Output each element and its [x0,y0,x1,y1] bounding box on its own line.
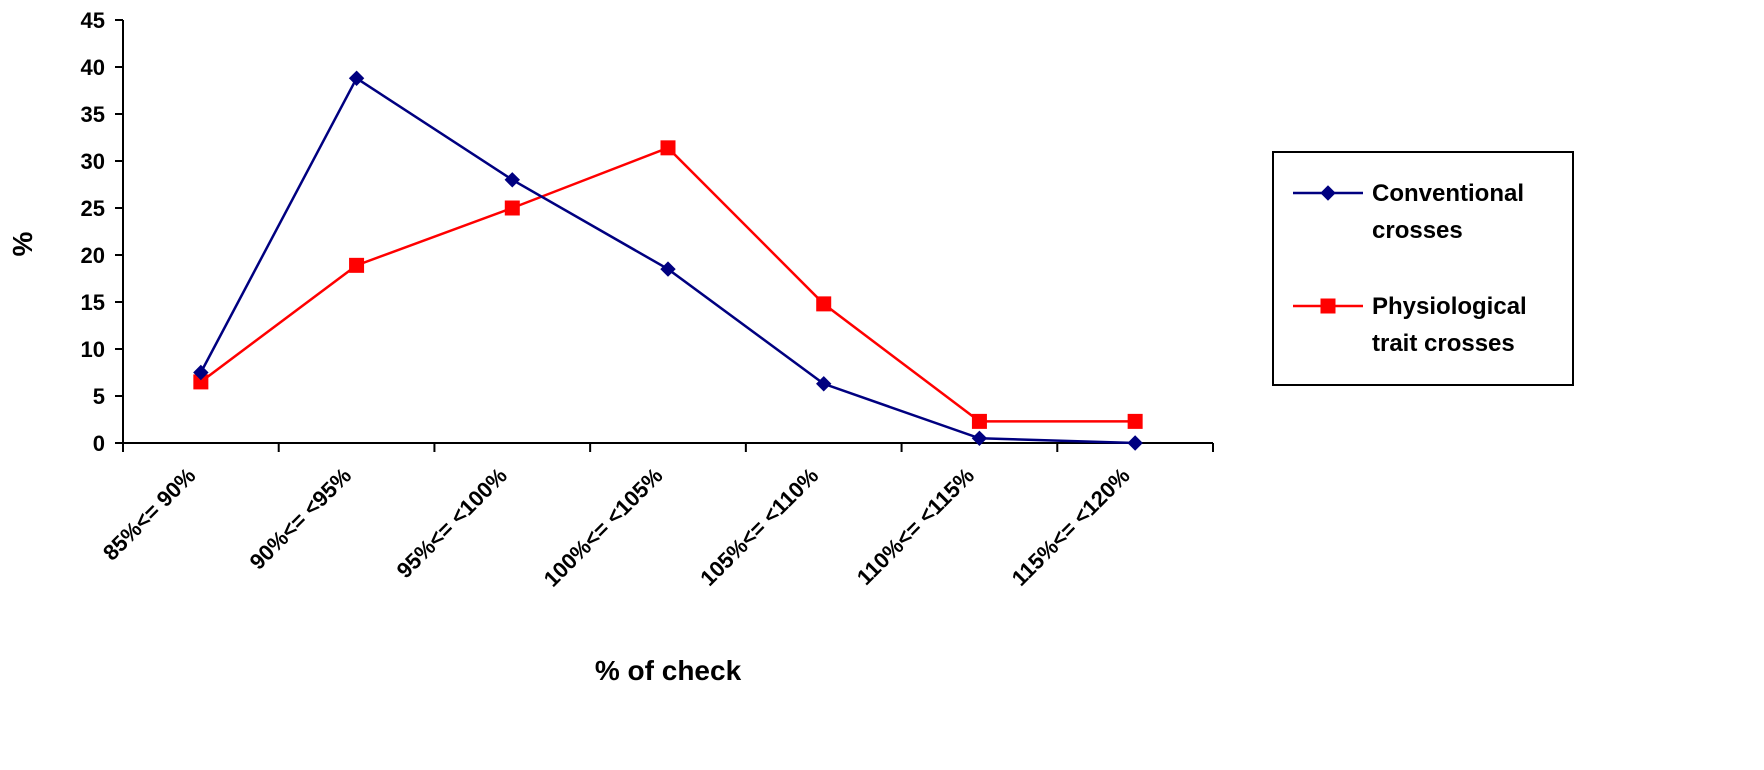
data-point [816,296,832,312]
data-point [971,413,987,429]
data-point [1127,435,1143,451]
data-point [1127,413,1143,429]
y-tick-label: 25 [81,196,105,221]
x-tick-label: 85%<= 90% [98,463,200,565]
series-line [200,146,1136,423]
data-point [660,140,676,156]
y-tick-label: 40 [81,55,105,80]
x-tick-label: 110%<= <115% [852,463,979,590]
series-line [199,76,1136,445]
legend-swatch-marker [1320,185,1336,201]
data-point [660,261,676,277]
x-axis-title: % of check [595,655,742,686]
y-axis-ticks: 0 5 10 15 20 25 30 35 40 45 [81,8,123,456]
y-tick-label: 30 [81,149,105,174]
series-2 [193,140,1143,429]
legend-label: trait crosses [1372,330,1515,357]
data-point [348,70,365,86]
y-tick-label: 15 [81,290,105,315]
data-point [504,172,520,188]
legend-entry: Physiological trait crosses [1293,293,1527,357]
series-layer [193,70,1143,451]
data-point [971,430,988,447]
x-tick-label: 95%<= <100% [392,463,512,583]
plot-area: 0 5 10 15 20 25 30 35 40 45 85%<= 90% 90%<= <95% 95… [81,8,1214,592]
legend-label: Physiological [1372,293,1527,320]
data-point [816,376,832,392]
x-tick-label: 100%<= <105% [539,463,668,592]
x-tick-label: 105%<= <110% [695,463,823,591]
x-tick-label: 90%<= <95% [245,463,357,575]
series-1 [193,70,1143,451]
y-axis-title: % [7,231,38,256]
y-tick-label: 20 [81,243,105,268]
legend-swatch-marker [1320,298,1336,314]
data-point [193,364,209,381]
y-tick-label: 10 [81,337,105,362]
legend: Conventional crosses Physiological trait cr… [1272,151,1574,386]
y-tick-label: 0 [93,431,105,456]
data-point [504,200,520,216]
legend-entry: Conventional crosses [1293,180,1524,244]
y-tick-label: 5 [93,384,105,409]
x-tick-label: 115%<= <120% [1007,463,1135,591]
y-tick-label: 45 [81,8,105,33]
x-axis-ticks: 85%<= 90% 90%<= <95% 95%<= <100% 100%<= <10… [98,443,1214,592]
y-tick-label: 35 [81,102,105,127]
data-point [349,257,365,273]
legend-label: crosses [1372,217,1463,244]
legend-label: Conventional [1372,180,1524,207]
